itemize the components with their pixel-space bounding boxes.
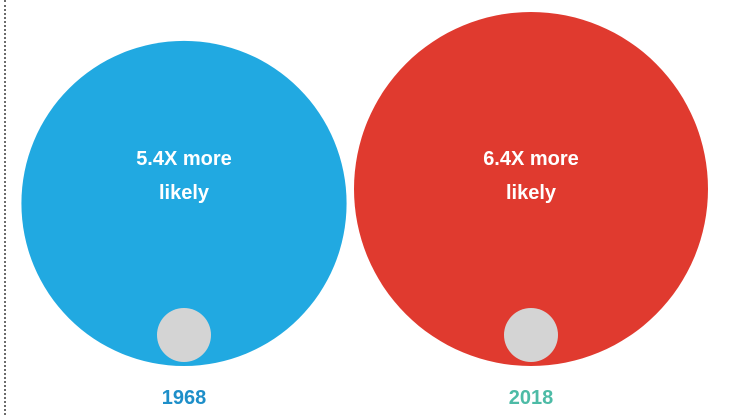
dotted-left-border: [4, 0, 6, 415]
bubble-1968: [21, 40, 347, 366]
bubble-label-1968-line-1: 5.4X more: [136, 148, 232, 170]
year-label-2018: 2018: [509, 387, 554, 409]
bubble-label-2018-line-2: likely: [506, 182, 557, 204]
baseline-circle-1968: [157, 308, 211, 362]
baseline-circle-2018: [504, 308, 558, 362]
bubble-2018: [354, 12, 708, 366]
bubble-label-1968-line-2: likely: [159, 182, 210, 204]
year-label-1968: 1968: [162, 387, 207, 409]
bubble-label-2018-line-1: 6.4X more: [483, 148, 579, 170]
